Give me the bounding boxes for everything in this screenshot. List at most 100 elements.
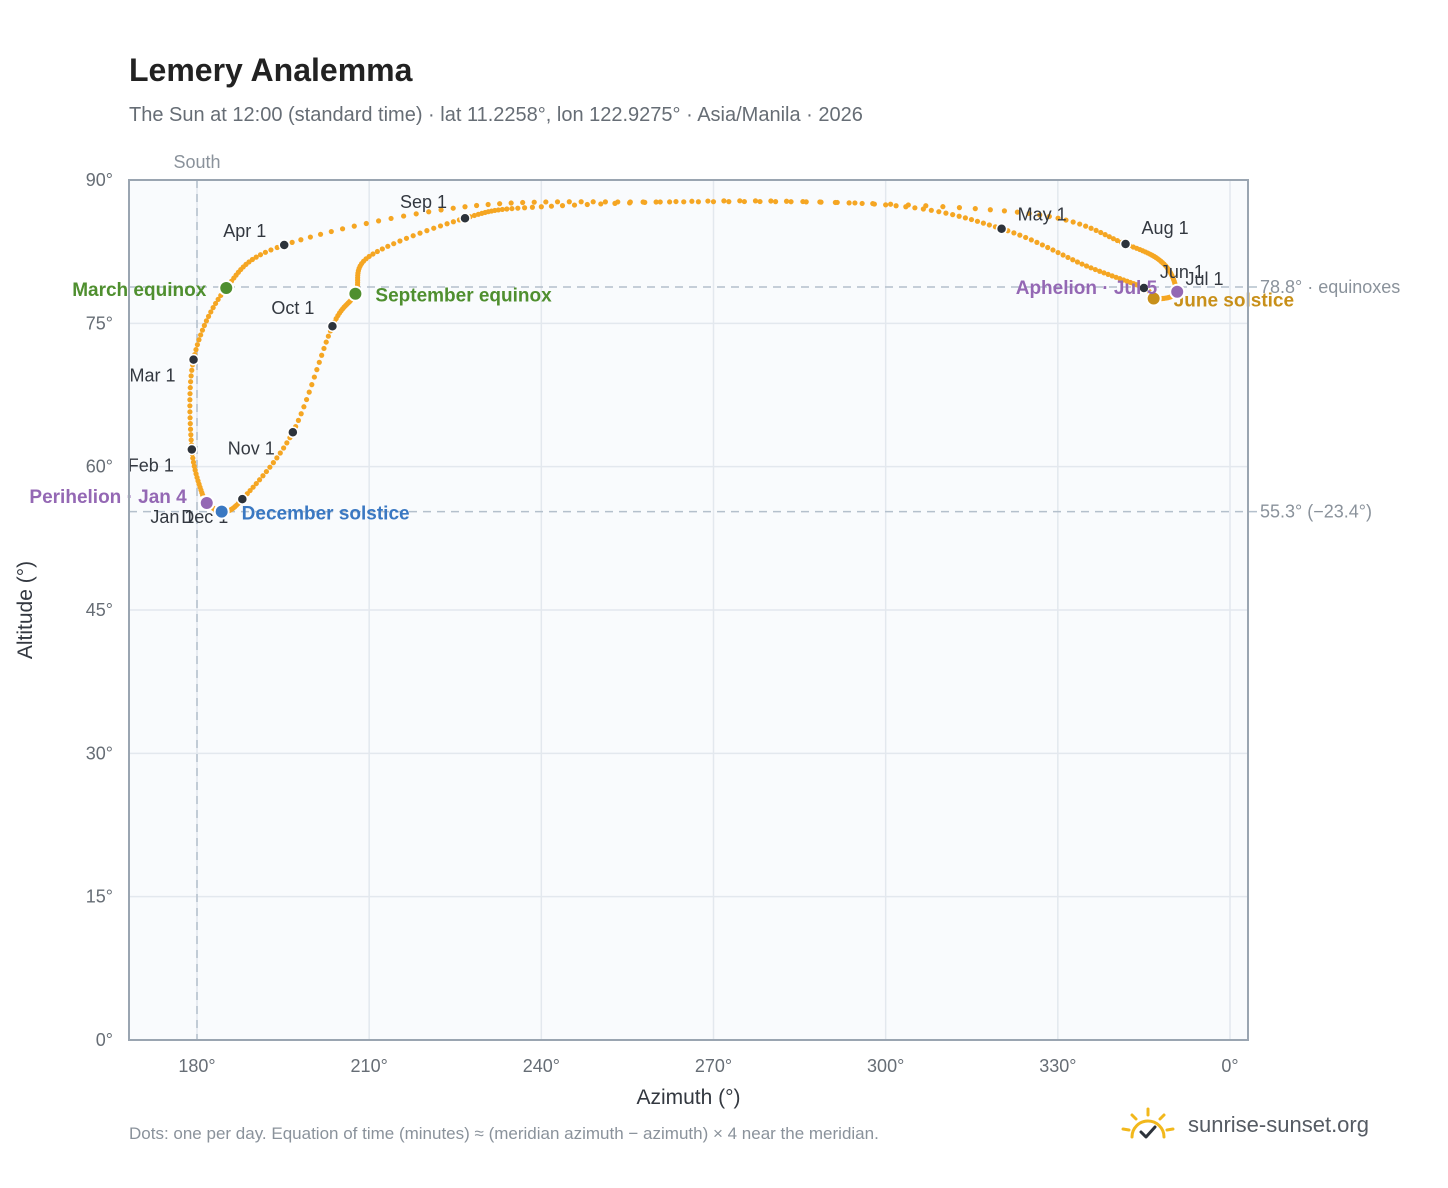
day-dot bbox=[883, 202, 889, 208]
month-label: Jun 1 bbox=[1160, 262, 1204, 282]
day-dot bbox=[268, 247, 274, 253]
y-tick-label: 75° bbox=[86, 313, 113, 333]
day-dot bbox=[388, 215, 394, 222]
day-dot bbox=[1011, 230, 1017, 236]
day-dot bbox=[263, 468, 270, 475]
day-dot bbox=[559, 203, 566, 209]
day-dot bbox=[210, 305, 216, 311]
day-dot bbox=[187, 409, 193, 415]
day-dot bbox=[397, 238, 403, 244]
day-dot bbox=[962, 215, 968, 221]
month-label: Apr 1 bbox=[223, 221, 266, 241]
day-dot bbox=[1039, 242, 1045, 248]
day-dot bbox=[1034, 239, 1040, 246]
day-dot bbox=[681, 199, 687, 205]
month-label: Jan 1 bbox=[150, 507, 194, 527]
plot-frame bbox=[128, 179, 1249, 1041]
day-dot bbox=[485, 201, 491, 208]
day-dot bbox=[1083, 263, 1090, 269]
day-dot bbox=[212, 300, 219, 307]
month-label: Nov 1 bbox=[228, 438, 275, 458]
day-dot bbox=[190, 455, 196, 461]
day-dot bbox=[370, 251, 376, 257]
day-dot bbox=[438, 207, 444, 213]
day-dot bbox=[1063, 217, 1069, 223]
day-dot bbox=[295, 417, 302, 423]
day-dot bbox=[859, 200, 865, 207]
day-dot bbox=[317, 231, 324, 237]
day-dot bbox=[475, 211, 481, 217]
day-dot bbox=[504, 206, 510, 212]
day-dot bbox=[1001, 208, 1008, 214]
day-dot bbox=[980, 220, 986, 226]
day-dot bbox=[554, 199, 561, 205]
day-dot bbox=[281, 445, 287, 451]
day-dot bbox=[267, 464, 273, 470]
month-label: Feb 1 bbox=[128, 455, 174, 475]
day-dot bbox=[191, 463, 197, 469]
day-dot bbox=[936, 209, 942, 215]
month-label: May 1 bbox=[1018, 205, 1067, 225]
event-label: Aphelion · Jul 5 bbox=[1016, 278, 1158, 299]
day-dot bbox=[215, 296, 221, 302]
day-dot bbox=[612, 200, 618, 206]
day-dot bbox=[1093, 227, 1099, 233]
day-dot bbox=[187, 385, 193, 391]
reference-lines: 78.8° · equinoxes 55.3° (−23.4°) bbox=[129, 277, 1400, 522]
day-dot bbox=[1045, 244, 1051, 251]
day-dot bbox=[737, 198, 743, 204]
y-tick-label: 15° bbox=[86, 887, 113, 907]
day-dot bbox=[887, 201, 894, 207]
event-label: March equinox bbox=[72, 280, 207, 301]
day-dot bbox=[783, 198, 790, 204]
event-marker bbox=[218, 279, 235, 296]
day-dot bbox=[250, 484, 256, 490]
day-dot bbox=[1102, 232, 1108, 238]
day-dot bbox=[893, 203, 899, 209]
y-axis-title: Altitude (°) bbox=[14, 561, 37, 659]
day-dot bbox=[1070, 257, 1076, 263]
day-dot bbox=[321, 345, 327, 352]
day-dot bbox=[188, 437, 194, 443]
day-dot bbox=[529, 204, 535, 210]
day-dot bbox=[262, 249, 269, 255]
y-tick-label: 90° bbox=[86, 170, 113, 190]
day-dot bbox=[1098, 229, 1104, 236]
day-dot bbox=[303, 396, 310, 403]
day-dot bbox=[307, 234, 313, 240]
month-marker bbox=[186, 443, 198, 456]
y-tick-label: 45° bbox=[86, 600, 113, 620]
day-dot bbox=[726, 199, 732, 205]
day-dot bbox=[515, 205, 521, 211]
day-dot bbox=[319, 352, 325, 358]
day-dot bbox=[196, 337, 202, 343]
day-dot bbox=[274, 455, 280, 461]
event-label: June solstice bbox=[1174, 290, 1294, 311]
day-dot bbox=[521, 205, 528, 211]
day-dot bbox=[752, 198, 759, 204]
analemma-path bbox=[187, 198, 1179, 515]
day-dot bbox=[311, 374, 317, 380]
brand-link[interactable]: sunrise-sunset.org bbox=[1120, 1100, 1369, 1150]
day-dot bbox=[1083, 223, 1089, 229]
event-marker bbox=[213, 503, 230, 520]
reference-line-label: 78.8° · equinoxes bbox=[1260, 277, 1400, 297]
day-dot bbox=[974, 218, 981, 224]
day-dot bbox=[199, 327, 206, 333]
day-dot bbox=[203, 318, 209, 324]
day-dot bbox=[578, 199, 584, 205]
x-tick-label: 270° bbox=[695, 1056, 732, 1076]
day-dot bbox=[1077, 221, 1083, 227]
day-dot bbox=[956, 213, 962, 219]
day-dot bbox=[508, 200, 514, 206]
day-dot bbox=[1055, 215, 1061, 221]
day-dot bbox=[253, 254, 259, 260]
event-label: September equinox bbox=[375, 286, 552, 307]
day-dot bbox=[374, 248, 380, 255]
day-dot bbox=[757, 198, 763, 205]
day-dot bbox=[768, 198, 774, 204]
day-dot bbox=[1074, 259, 1081, 265]
month-marker bbox=[326, 320, 339, 332]
